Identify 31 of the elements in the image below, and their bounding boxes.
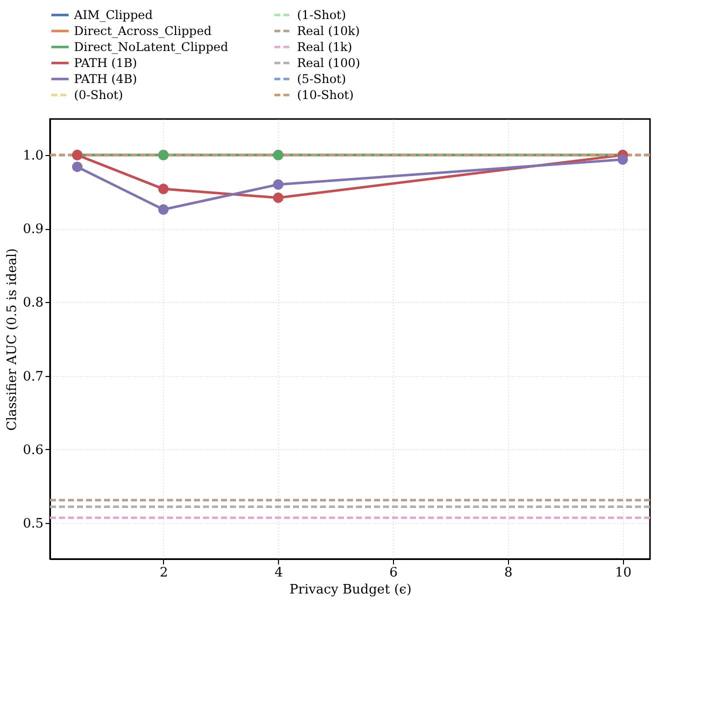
point (158, 184, 169, 194)
x-tick-label: 4 (274, 566, 283, 580)
point (272, 192, 284, 203)
x-tick-label: 2 (160, 566, 168, 580)
x-tick-label: 10 (614, 566, 632, 580)
legend-label: Direct_Across_Clipped (74, 24, 212, 38)
y-tick-label: 0.9 (22, 222, 44, 238)
legend-label: PATH (4B) (74, 72, 138, 86)
legend-label: AIM_Clipped (73, 8, 154, 22)
y-tick-label: 0.7 (22, 369, 44, 384)
y-tick-label: 0.5 (22, 516, 44, 532)
legend-label: (5-Shot) (297, 72, 346, 86)
legend-label: Real (1k) (297, 40, 352, 54)
x-axis-title: Privacy Budget (ϵ) (289, 582, 412, 598)
x-tick-label: 6 (389, 566, 398, 580)
x-tick-label: 8 (504, 566, 513, 580)
legend-label: Direct_NoLatent_Clipped (74, 40, 228, 54)
point (272, 179, 284, 190)
point (72, 162, 83, 172)
legend-label: (1-Shot) (297, 8, 346, 22)
legend-label: Real (10k) (297, 24, 360, 38)
point (617, 154, 628, 165)
y-axis-title: Classifier AUC (0.5 is ideal) (4, 248, 20, 431)
point (158, 204, 169, 215)
legend-label: (0-Shot) (74, 88, 124, 102)
y-tick-label: 0.6 (22, 442, 44, 458)
legend-label: Real (100) (297, 56, 360, 70)
legend-label: PATH (1B) (74, 56, 138, 70)
y-tick-label: 0.8 (22, 296, 44, 311)
legend-label: (10-Shot) (297, 88, 354, 102)
y-tick-label: 1.0 (22, 148, 44, 164)
